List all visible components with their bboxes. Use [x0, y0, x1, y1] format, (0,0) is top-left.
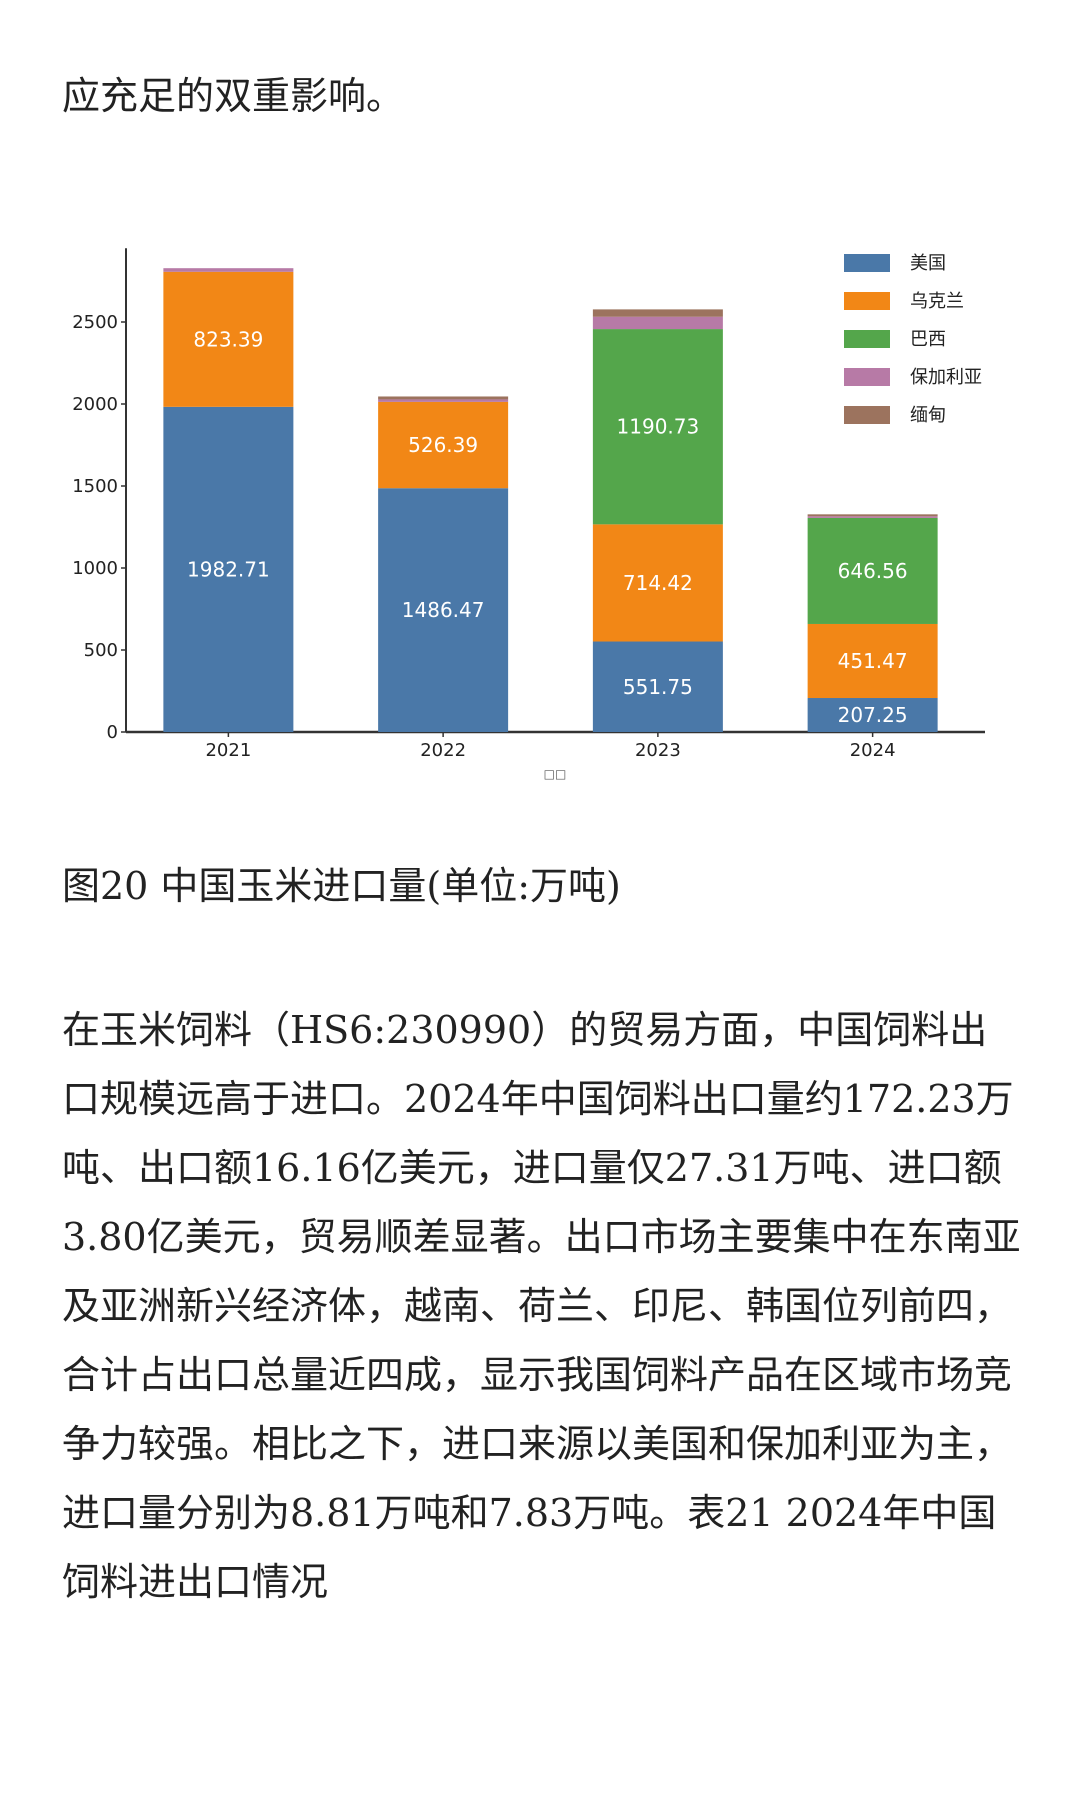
- intro-text-tail: 应充足的双重影响。: [62, 74, 405, 118]
- x-tick-label: 2024: [850, 740, 896, 761]
- bar-segment-2023-巴西: [592, 329, 723, 525]
- legend-label: 乌克兰: [910, 291, 964, 312]
- bar-segment-2024-巴西: [807, 517, 938, 624]
- x-tick-label: 2021: [205, 740, 251, 761]
- bar-data-label: 451.47: [838, 649, 908, 673]
- bar-segment-2023-美国: [592, 641, 723, 732]
- y-tick-label: 0: [107, 722, 118, 743]
- bar-segment-2022-缅甸: [378, 396, 509, 400]
- feed-trade-paragraph: 在玉米饲料（HS6:230990）的贸易方面，中国饲料出口规模远高于进口。202…: [62, 1008, 1021, 1604]
- bar-segment-2022-美国: [378, 488, 509, 732]
- bar-segment-2024-缅甸: [807, 514, 938, 517]
- legend-label: 缅甸: [910, 405, 946, 426]
- bar-segment-2023-保加利亚: [592, 316, 723, 330]
- bar-data-label: 207.25: [838, 703, 908, 727]
- bar-segment-2024-乌克兰: [807, 623, 938, 699]
- bar-segment-2022-保加利亚: [378, 399, 509, 402]
- legend-swatch-巴西: [844, 330, 890, 348]
- bar-data-label: 646.56: [838, 559, 908, 583]
- y-tick-label: 500: [84, 640, 118, 661]
- legend-label: 巴西: [910, 329, 946, 350]
- bar-segment-2023-缅甸: [592, 309, 723, 317]
- bar-data-label: 526.39: [408, 433, 478, 457]
- bar-data-label: 551.75: [623, 675, 693, 699]
- bar-segment-2024-美国: [807, 698, 938, 732]
- legend-label: 美国: [910, 253, 946, 274]
- bar-segment-2024-保加利亚: [807, 516, 938, 518]
- bar-segment-2021-保加利亚: [163, 268, 294, 272]
- bar-data-label: 1486.47: [402, 598, 485, 622]
- bar-data-label: 1190.73: [617, 415, 700, 439]
- y-tick-label: 2000: [72, 394, 118, 415]
- corn-import-stacked-bar-chart: 0 500 1000 1500 2000 2500 1982.71 823.39 2021 148…: [72, 248, 985, 781]
- legend-swatch-美国: [844, 254, 890, 272]
- x-tick-label: 2022: [420, 740, 466, 761]
- bar-data-label: 714.42: [623, 571, 693, 595]
- y-tick-label: 2500: [72, 312, 118, 333]
- y-tick-label: 1000: [72, 558, 118, 579]
- bar-segment-2022-乌克兰: [378, 401, 509, 489]
- bar-segment-2021-美国: [163, 406, 294, 732]
- legend-swatch-缅甸: [844, 406, 890, 424]
- legend-label: 保加利亚: [910, 367, 982, 388]
- y-tick-label: 1500: [72, 476, 118, 497]
- legend-swatch-保加利亚: [844, 368, 890, 386]
- bar-segment-2023-乌克兰: [592, 524, 723, 642]
- x-tick-label: 2023: [635, 740, 681, 761]
- bar-segment-2021-乌克兰: [163, 271, 294, 407]
- legend-swatch-乌克兰: [844, 292, 890, 310]
- bar-data-label: 1982.71: [187, 557, 270, 581]
- bar-data-label: 823.39: [193, 327, 263, 351]
- figure-caption: 图20 中国玉米进口量(单位:万吨): [62, 864, 621, 908]
- x-axis-label: □□: [544, 767, 567, 781]
